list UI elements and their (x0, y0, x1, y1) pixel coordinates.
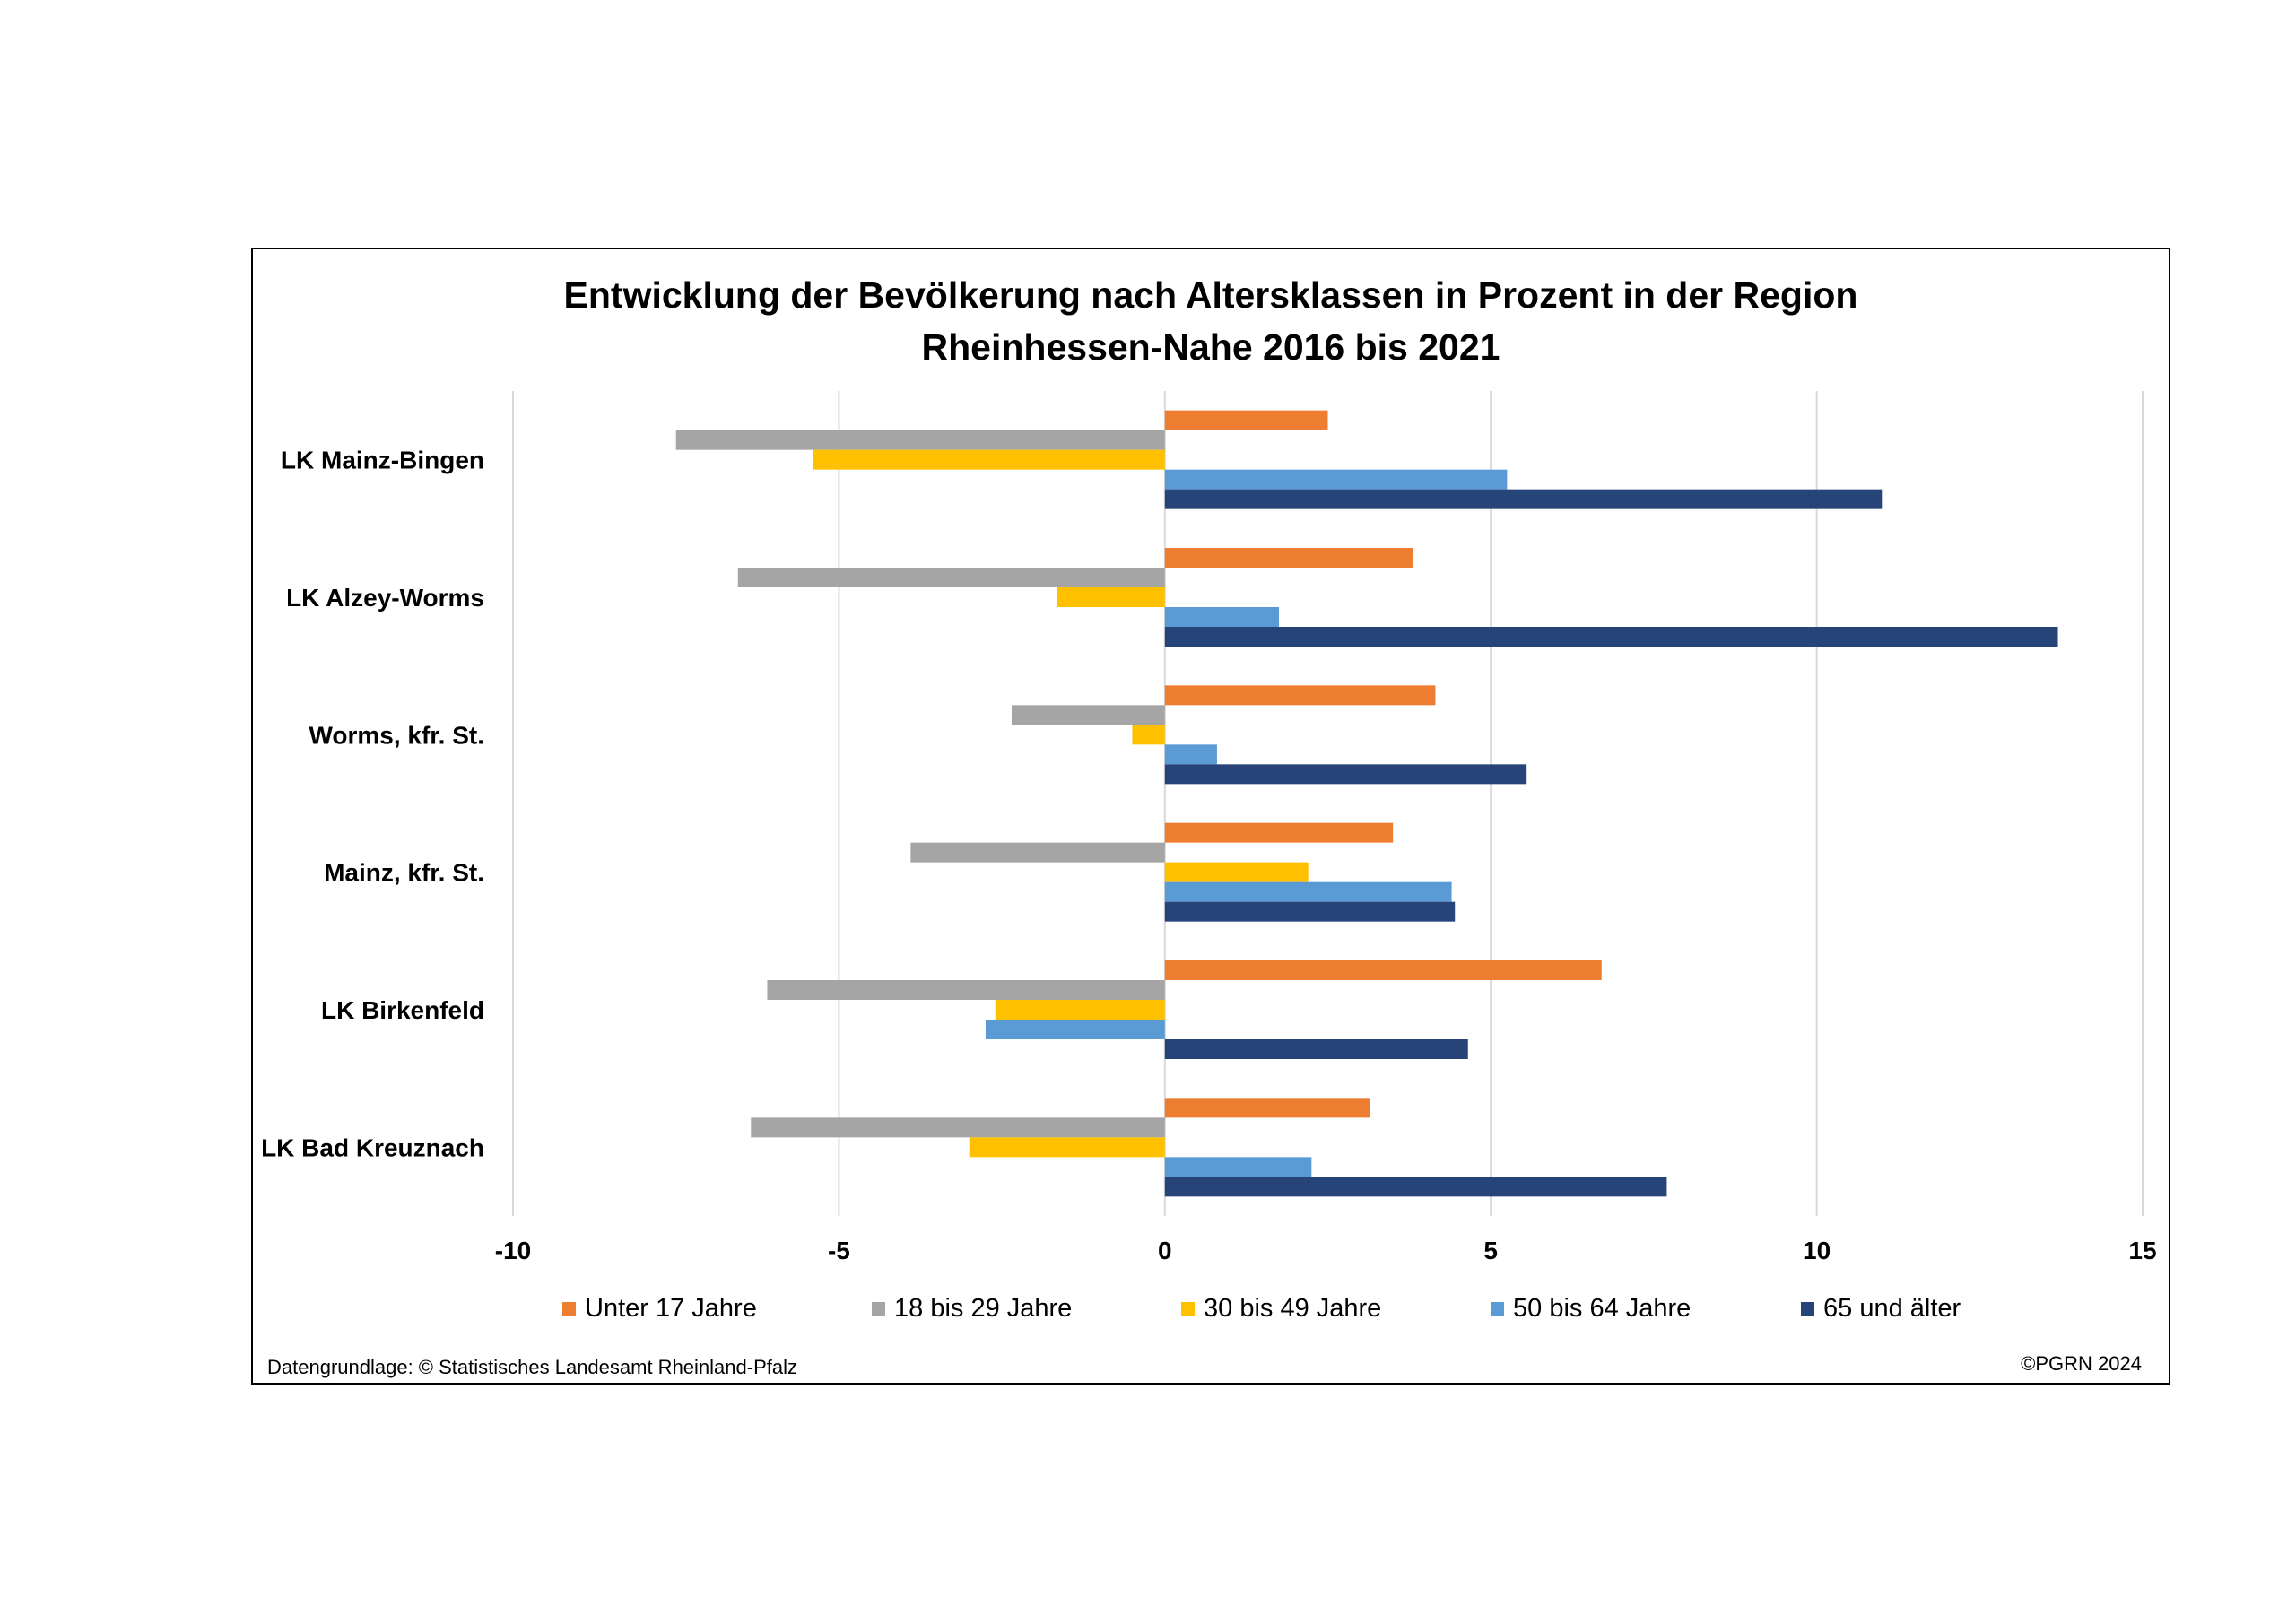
legend-item: Unter 17 Jahre (562, 1294, 757, 1324)
legend-swatch (872, 1302, 885, 1316)
bar (1164, 901, 1456, 922)
bar (1164, 1098, 1370, 1118)
legend-label: 65 und älter (1823, 1294, 1961, 1323)
legend-swatch (1181, 1302, 1195, 1316)
bar (751, 1117, 1165, 1138)
bar (1164, 862, 1309, 882)
bar (1164, 881, 1452, 902)
legend-swatch (562, 1302, 576, 1316)
tick-label: 10 (1803, 1237, 1831, 1264)
tick-label: 15 (2128, 1237, 2156, 1264)
bar (1164, 607, 1279, 627)
tick-label: -10 (495, 1237, 531, 1264)
bar (813, 449, 1165, 470)
legend-item: 65 und älter (1801, 1294, 1961, 1324)
bar (910, 842, 1165, 863)
bar (1164, 548, 1413, 568)
legend-item: 18 bis 29 Jahre (872, 1294, 1072, 1324)
legend-item: 30 bis 49 Jahre (1181, 1294, 1381, 1324)
bar (985, 1020, 1165, 1039)
legend-label: Unter 17 Jahre (585, 1294, 757, 1323)
bar (1164, 410, 1328, 430)
category-label: LK Birkenfeld (321, 996, 484, 1024)
bar (1057, 587, 1165, 607)
bar (1164, 1177, 1667, 1197)
category-label: Mainz, kfr. St. (324, 859, 484, 887)
tick-label: -5 (828, 1237, 850, 1264)
bar (1164, 744, 1217, 765)
bar (675, 430, 1165, 450)
legend-label: 50 bis 64 Jahre (1513, 1294, 1692, 1323)
bar (995, 1000, 1165, 1020)
legend-swatch (1491, 1302, 1504, 1316)
category-label: LK Mainz-Bingen (281, 447, 484, 474)
bar (1164, 627, 2058, 647)
bar (1164, 822, 1394, 843)
chart-frame: Entwicklung der Bevölkerung nach Altersk… (251, 248, 2170, 1385)
bar (1164, 1157, 1312, 1177)
bar (1164, 469, 1508, 490)
legend-label: 30 bis 49 Jahre (1204, 1294, 1382, 1323)
category-label: Worms, kfr. St. (309, 721, 484, 749)
bar (1164, 764, 1527, 785)
copyright-note: ©PGRN 2024 (2021, 1352, 2142, 1375)
legend-item: 50 bis 64 Jahre (1491, 1294, 1691, 1324)
tick-label: 0 (1158, 1237, 1172, 1264)
category-label: LK Alzey-Worms (286, 584, 484, 612)
bar (1132, 725, 1165, 745)
bar (767, 980, 1165, 1000)
bar (1164, 960, 1602, 980)
bar (1012, 705, 1165, 725)
legend-swatch (1801, 1302, 1814, 1316)
chart-title: Entwicklung der Bevölkerung nach Altersk… (563, 274, 1858, 368)
bar (969, 1137, 1165, 1158)
legend-label: 18 bis 29 Jahre (894, 1294, 1073, 1323)
bar (737, 568, 1165, 587)
bar (1164, 489, 1883, 509)
source-note: Datengrundlage: © Statistisches Landesam… (267, 1356, 797, 1378)
bar (1164, 1039, 1468, 1059)
bar (1164, 685, 1436, 706)
plot-area: LK Mainz-Bingen LK Alzey-Worms Worms, kfr.… (261, 391, 2157, 1264)
category-label: LK Bad Kreuznach (261, 1133, 484, 1161)
tick-label: 5 (1483, 1237, 1498, 1264)
